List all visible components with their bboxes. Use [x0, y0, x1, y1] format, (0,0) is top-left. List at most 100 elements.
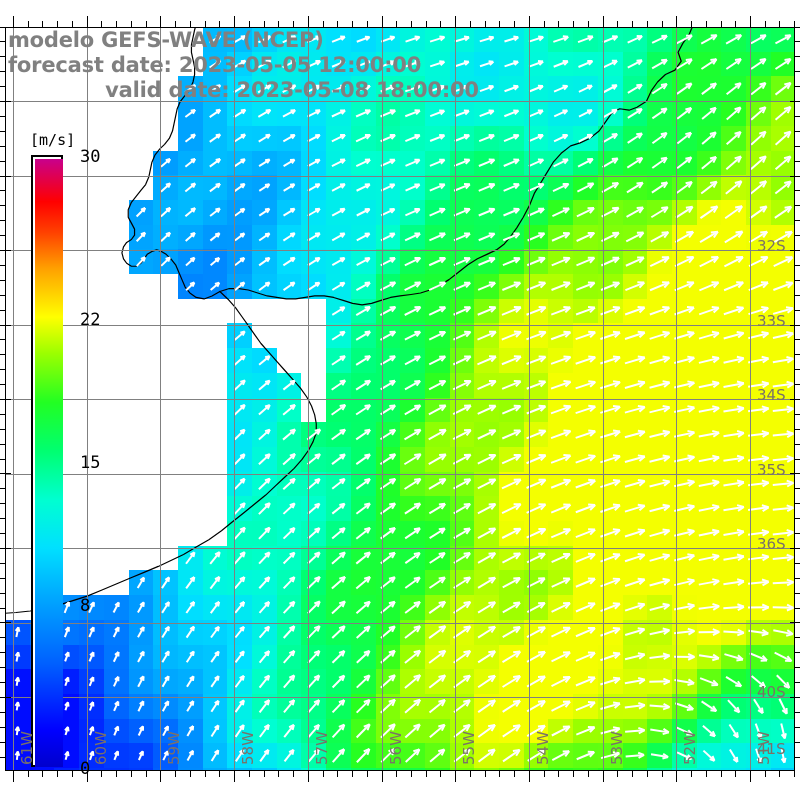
- tick-minor-bottom: [470, 771, 471, 777]
- colorbar-tick-8: 8: [80, 595, 91, 616]
- tick-major-top: [308, 16, 309, 27]
- tick-minor-top: [175, 21, 176, 27]
- tick-minor-left: [0, 727, 6, 728]
- tick-minor-left: [0, 757, 6, 758]
- gridline-horizontal: [5, 474, 795, 475]
- tick-minor-top: [101, 21, 102, 27]
- tick-minor-left: [0, 608, 6, 609]
- tick-minor-left: [0, 682, 6, 683]
- tick-minor-left: [0, 86, 6, 87]
- tick-minor-bottom: [337, 771, 338, 777]
- map-plot-area[interactable]: [5, 27, 795, 770]
- tick-minor-right: [795, 86, 800, 87]
- tick-minor-bottom: [116, 771, 117, 777]
- tick-major-right: [790, 622, 800, 623]
- gridline-horizontal: [5, 250, 795, 251]
- tick-minor-right: [795, 578, 800, 579]
- tick-major-bottom: [529, 771, 530, 782]
- tick-minor-top: [735, 21, 736, 27]
- tick-minor-left: [0, 667, 6, 668]
- gridline-vertical: [87, 27, 88, 770]
- tick-minor-top: [131, 21, 132, 27]
- tick-minor-top: [352, 21, 353, 27]
- tick-minor-left: [0, 652, 6, 653]
- tick-minor-top: [411, 21, 412, 27]
- tick-major-left: [0, 399, 11, 400]
- tick-minor-bottom: [721, 771, 722, 777]
- tick-minor-left: [0, 339, 6, 340]
- tick-minor-left: [0, 354, 6, 355]
- tick-minor-bottom: [573, 771, 574, 777]
- tick-major-bottom: [160, 771, 161, 782]
- gridline-vertical: [676, 27, 677, 770]
- tick-major-right: [790, 697, 800, 698]
- tick-minor-right: [795, 637, 800, 638]
- tick-minor-left: [0, 190, 6, 191]
- gridline-vertical: [382, 27, 383, 770]
- tick-major-left: [0, 325, 11, 326]
- colorbar-tick-22: 22: [80, 310, 101, 331]
- tick-minor-right: [795, 190, 800, 191]
- gridline-horizontal: [5, 697, 795, 698]
- tick-minor-bottom: [794, 771, 795, 777]
- colorbar-tick-0: 0: [80, 759, 91, 779]
- tick-minor-bottom: [647, 771, 648, 777]
- tick-major-top: [13, 16, 14, 27]
- tick-major-top: [676, 16, 677, 27]
- tick-minor-top: [706, 21, 707, 27]
- tick-minor-top: [28, 21, 29, 27]
- tick-minor-right: [795, 757, 800, 758]
- wind-direction-arrows: [5, 27, 795, 770]
- tick-minor-left: [0, 41, 6, 42]
- tick-minor-bottom: [662, 771, 663, 777]
- tick-major-right: [790, 473, 800, 474]
- tick-minor-top: [779, 21, 780, 27]
- tick-minor-left: [0, 146, 6, 147]
- tick-minor-top: [499, 21, 500, 27]
- tick-minor-left: [0, 369, 6, 370]
- tick-minor-right: [795, 339, 800, 340]
- tick-minor-left: [0, 533, 6, 534]
- plot-frame-top: [5, 27, 795, 28]
- tick-minor-bottom: [485, 771, 486, 777]
- tick-minor-bottom: [72, 771, 73, 777]
- colorbar[interactable]: [31, 155, 63, 767]
- tick-major-top: [529, 16, 530, 27]
- tick-minor-right: [795, 608, 800, 609]
- tick-minor-right: [795, 652, 800, 653]
- tick-minor-top: [323, 21, 324, 27]
- tick-minor-top: [337, 21, 338, 27]
- tick-minor-bottom: [367, 771, 368, 777]
- tick-major-bottom: [382, 771, 383, 782]
- tick-minor-left: [0, 71, 6, 72]
- wind-field-layer: [5, 27, 795, 770]
- tick-minor-left: [0, 265, 6, 266]
- tick-minor-bottom: [765, 771, 766, 777]
- tick-minor-right: [795, 593, 800, 594]
- tick-minor-right: [795, 161, 800, 162]
- tick-major-bottom: [87, 771, 88, 782]
- tick-minor-bottom: [175, 771, 176, 777]
- gridline-vertical: [750, 27, 751, 770]
- tick-minor-left: [0, 310, 6, 311]
- gridline-horizontal: [5, 399, 795, 400]
- tick-major-right: [790, 101, 800, 102]
- tick-minor-top: [470, 21, 471, 27]
- tick-minor-left: [0, 280, 6, 281]
- tick-minor-left: [0, 712, 6, 713]
- tick-minor-bottom: [42, 771, 43, 777]
- tick-minor-left: [0, 235, 6, 236]
- tick-minor-left: [0, 742, 6, 743]
- tick-minor-right: [795, 667, 800, 668]
- gridline-horizontal: [5, 101, 795, 102]
- tick-major-left: [0, 176, 11, 177]
- tick-major-left: [0, 101, 11, 102]
- tick-minor-right: [795, 295, 800, 296]
- tick-minor-bottom: [352, 771, 353, 777]
- tick-minor-bottom: [632, 771, 633, 777]
- tick-major-left: [0, 622, 11, 623]
- tick-minor-right: [795, 205, 800, 206]
- tick-major-bottom: [676, 771, 677, 782]
- tick-minor-left: [0, 384, 6, 385]
- tick-minor-top: [146, 21, 147, 27]
